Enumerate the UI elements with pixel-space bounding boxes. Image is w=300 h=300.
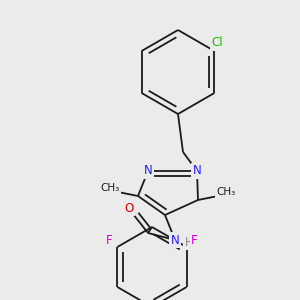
Text: H: H bbox=[184, 236, 194, 248]
Text: N: N bbox=[171, 233, 179, 247]
Text: O: O bbox=[124, 202, 134, 214]
Text: N: N bbox=[193, 164, 201, 178]
Text: CH₃: CH₃ bbox=[100, 183, 120, 193]
Text: N: N bbox=[144, 164, 152, 178]
Text: Cl: Cl bbox=[212, 37, 223, 50]
Text: CH₃: CH₃ bbox=[216, 187, 236, 197]
Text: F: F bbox=[106, 235, 113, 248]
Text: F: F bbox=[191, 235, 198, 248]
